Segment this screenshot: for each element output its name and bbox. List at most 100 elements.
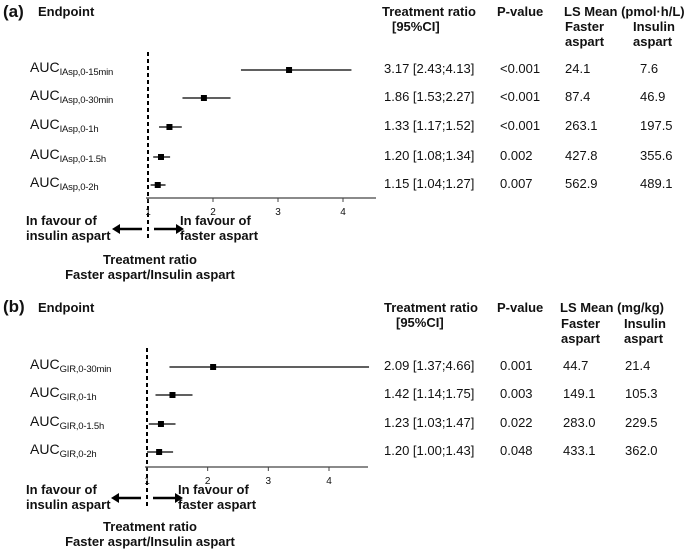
panel-a-favour-right-line2: faster aspart — [180, 228, 259, 243]
panel-a-endpoint-label: AUCIAsp,0-30min — [30, 87, 113, 106]
panel-a-x-axis-title-line2: Faster aspart/Insulin aspart — [65, 267, 235, 282]
panel-b-arrow-left-icon — [111, 493, 141, 503]
endpoint-subscript: IAsp,0-1.5h — [59, 154, 107, 165]
panel-a-p-value: <0.001 — [500, 118, 541, 133]
panel-b-point-estimate — [210, 364, 217, 370]
panel-a-insulin-aspart-value: 197.5 — [640, 118, 673, 133]
panel-a-x-tick-label: 3 — [275, 207, 281, 218]
panel-a-point-estimate — [166, 124, 173, 130]
panel-a-faster-aspart-value: 263.1 — [565, 118, 598, 133]
endpoint-main: AUC — [30, 146, 60, 162]
panel-b-ratio-value: 1.20 [1.00;1.43] — [384, 443, 475, 458]
panel-a-label: (a) — [3, 2, 24, 21]
panel-b-favour-right-line1: In favour of — [178, 482, 249, 497]
endpoint-subscript: GIR,0-1.5h — [59, 421, 105, 432]
panel-b-endpoint-label: AUCGIR,0-2h — [30, 441, 97, 460]
endpoint-main: AUC — [30, 384, 60, 400]
panel-a-arrow-left-icon — [112, 224, 142, 234]
panel-a-arrow-right-icon — [154, 224, 184, 234]
panel-b-favour-left-line2: insulin aspart — [26, 497, 111, 512]
panel-a-endpoint-label: AUCIAsp,0-2h — [30, 174, 99, 193]
panel-a-insulin-aspart-value: 489.1 — [640, 176, 673, 191]
panel-a-faster-header-line2: aspart — [565, 34, 605, 49]
panel-b-faster-aspart-value: 283.0 — [563, 415, 596, 430]
panel-b-insulin-aspart-value: 21.4 — [625, 358, 651, 373]
panel-a-endpoint-header: Endpoint — [38, 4, 95, 19]
panel-a-insulin-aspart-value: 46.9 — [640, 89, 666, 104]
panel-b-endpoint-label: AUCGIR,0-1h — [30, 384, 97, 403]
panel-a-ratio-header: Treatment ratio [95%CI] — [382, 4, 476, 34]
panel-a-ratio-value: 1.86 [1.53;2.27] — [384, 89, 475, 104]
panel-a-ratio-header-line1: Treatment ratio — [382, 4, 476, 19]
panel-b-p-value: 0.003 — [500, 386, 533, 401]
panel-a-faster-header-line1: Faster — [565, 19, 605, 34]
panel-a-favour-left-line1: In favour of — [26, 213, 97, 228]
endpoint-subscript: IAsp,0-1h — [59, 124, 99, 135]
panel-a-x-axis-title: Treatment ratio Faster aspart/Insulin as… — [40, 252, 260, 282]
endpoint-subscript: GIR,0-1h — [59, 392, 97, 403]
panel-b-p-value: 0.022 — [500, 415, 533, 430]
panel-b-ratio-header-line1: Treatment ratio — [384, 300, 478, 315]
panel-a-x-axis-title-line1: Treatment ratio — [103, 252, 197, 267]
panel-a-insulin-aspart-value: 7.6 — [640, 61, 659, 76]
panel-a-point-estimate — [158, 154, 164, 160]
panel-b-point-estimate — [169, 392, 176, 398]
endpoint-subscript: GIR,0-2h — [59, 449, 97, 460]
panel-b-x-axis-title-line1: Treatment ratio — [103, 519, 197, 534]
endpoint-main: AUC — [30, 116, 60, 132]
panel-a-insulin-aspart-value: 355.6 — [640, 148, 673, 163]
panel-a-ratio-value: 1.15 [1.04;1.27] — [384, 176, 475, 191]
panel-b-lsmean-header: LS Mean (mg/kg) — [560, 300, 665, 315]
endpoint-main: AUC — [30, 87, 60, 103]
panel-a-insulin-header: Insulin aspart — [633, 19, 675, 49]
panel-b-faster-aspart-value: 433.1 — [563, 443, 596, 458]
panel-a-lsmean-header: LS Mean (pmol·h/L) — [564, 4, 685, 19]
panel-b-favour-left-line1: In favour of — [26, 482, 97, 497]
panel-a-ratio-value: 1.33 [1.17;1.52] — [384, 118, 475, 133]
panel-b-insulin-aspart-value: 105.3 — [625, 386, 658, 401]
panel-a-point-estimate — [200, 95, 207, 101]
panel-a-x-tick-label: 4 — [340, 207, 346, 218]
panel-b-x-axis-title-line2: Faster aspart/Insulin aspart — [65, 534, 235, 549]
panel-a-favour-right: In favour of faster aspart — [180, 213, 258, 243]
panel-a-faster-aspart-value: 24.1 — [565, 61, 591, 76]
panel-b-endpoint-header: Endpoint — [38, 300, 95, 315]
panel-b-x-tick-label: 2 — [205, 476, 211, 487]
panel-a-p-value: 0.007 — [500, 176, 533, 191]
panel-b-point-estimate — [156, 449, 163, 455]
panel-b-x-tick-label: 4 — [326, 476, 332, 487]
panel-b-faster-header: Faster aspart — [561, 316, 600, 346]
endpoint-main: AUC — [30, 441, 60, 457]
endpoint-main: AUC — [30, 413, 60, 429]
panel-b-favour-right-line2: faster aspart — [178, 497, 257, 512]
panel-b-p-value: 0.048 — [500, 443, 533, 458]
panel-b-p-value: 0.001 — [500, 358, 533, 373]
panel-a-faster-aspart-value: 427.8 — [565, 148, 598, 163]
panel-a-favour-left-line2: insulin aspart — [26, 228, 111, 243]
panel-a-p-value: <0.001 — [500, 89, 541, 104]
panel-a-endpoint-label: AUCIAsp,0-1h — [30, 116, 99, 135]
panel-a-faster-aspart-value: 562.9 — [565, 176, 598, 191]
panel-b-x-tick-label: 3 — [266, 476, 272, 487]
panel-b-arrow-right-icon — [153, 493, 183, 503]
panel-b-point-estimate — [157, 421, 164, 427]
panel-a-ratio-value: 1.20 [1.08;1.34] — [384, 148, 475, 163]
panel-b-ratio-header-line2: [95%CI] — [396, 315, 444, 330]
panel-b-faster-aspart-value: 44.7 — [563, 358, 589, 373]
endpoint-main: AUC — [30, 356, 60, 372]
panel-a-insulin-header-line1: Insulin — [633, 19, 675, 34]
panel-b-faster-header-line1: Faster — [561, 316, 601, 331]
panel-a-p-value: <0.001 — [500, 61, 541, 76]
panel-b-ratio-header: Treatment ratio [95%CI] — [384, 300, 478, 330]
panel-b-ratio-value: 1.42 [1.14;1.75] — [384, 386, 475, 401]
panel-a-point-estimate — [154, 182, 161, 188]
panel-a-faster-header: Faster aspart — [565, 19, 604, 49]
panel-a-x-tick-label: 1 — [145, 207, 151, 218]
panel-a-endpoint-label: AUCIAsp,0-15min — [30, 59, 113, 78]
panel-b-insulin-header-line2: aspart — [624, 331, 664, 346]
panel-b-ratio-value: 1.23 [1.03;1.47] — [384, 415, 475, 430]
panel-a-favour-right-line1: In favour of — [180, 213, 251, 228]
endpoint-subscript: IAsp,0-15min — [59, 67, 114, 78]
